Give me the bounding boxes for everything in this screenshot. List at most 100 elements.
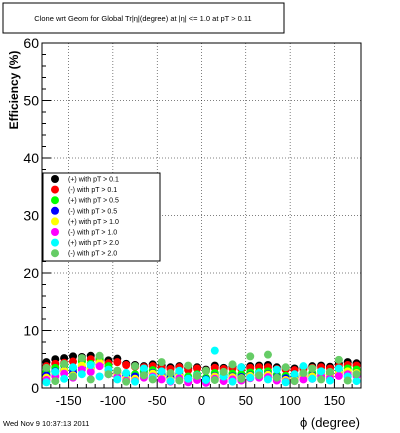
data-point [299,362,308,371]
data-point [175,366,184,375]
data-point [201,375,210,384]
data-point [237,363,246,372]
data-point [317,367,326,376]
x-tick-label: -150 [56,393,82,408]
x-tick-label: 50 [239,393,253,408]
data-point [228,360,237,369]
x-tick-label: -100 [100,393,126,408]
legend-label: (-) with pT > 0.1 [68,187,117,194]
data-point [325,376,334,385]
data-point [299,375,308,384]
data-point [157,375,166,384]
legend-label: (-) with pT > 2.0 [68,251,117,258]
data-point [325,367,334,376]
data-point [139,364,148,373]
data-point [86,375,95,384]
data-point [86,361,95,369]
data-point [77,370,86,379]
data-point [263,375,272,384]
data-point [290,370,299,379]
legend-marker [51,206,59,215]
legend-marker [51,249,59,258]
data-point [69,357,78,366]
data-point [246,352,255,361]
x-axis: -150 -100 -50 0 50 100 150 [41,379,362,408]
legend-marker [51,175,59,183]
legend-marker [51,238,59,247]
legend-label: (+) with pT > 2.0 [68,240,119,247]
title-frame [2,2,285,34]
data-point [42,378,51,387]
x-tick-label: 100 [279,393,301,408]
legend-label: (+) with pT > 0.1 [68,177,119,184]
data-point [148,375,157,384]
data-point [157,367,166,376]
data-point [175,376,184,385]
legend-label: (+) with pT > 1.0 [68,219,119,226]
y-tick-label: 60 [23,35,39,51]
data-point [95,372,104,381]
data-point [237,374,246,383]
data-point [210,346,219,355]
chart-title: Clone wrt Geom for Global Tr|η|(degree) … [34,14,251,23]
data-point [51,377,60,386]
data-point [122,377,131,386]
data-point [299,369,308,378]
legend-marker [51,196,59,205]
x-axis-label: ϕ (degree) [300,415,360,430]
data-point [131,362,140,371]
legend-marker [51,185,59,194]
y-axis: 0 10 20 30 40 50 60 [23,35,51,396]
legend-frame [42,172,161,262]
data-point [95,351,104,360]
chart-title-box: Clone wrt Geom for Global Tr|η|(degree) … [2,2,285,34]
data-point [228,377,237,386]
data-point [69,372,78,381]
data-point [51,367,60,376]
data-point [157,358,166,367]
data-point [166,369,175,378]
series-8 [42,350,361,386]
data-point [60,374,69,383]
y-tick-label: 0 [31,380,39,396]
data-point [290,377,299,386]
data-point [255,371,264,380]
data-point [193,371,202,380]
data-point [317,375,326,384]
data-point [272,365,281,374]
data-point [77,354,86,363]
data-point [193,364,202,373]
data-point [42,363,51,372]
x-tick-label: 150 [324,393,346,408]
data-point [69,363,78,372]
data-point [122,361,131,369]
x-tick-label: 0 [198,393,205,408]
data-point [308,374,317,383]
y-tick-label: 20 [23,265,39,281]
data-point [122,369,131,378]
data-point [166,377,175,386]
data-markers [42,346,361,387]
data-point [334,371,343,380]
data-point [184,361,193,370]
data-point [210,375,219,384]
timestamp: Wed Nov 9 10:37:13 2011 [3,419,89,428]
x-tick-label: -50 [148,393,167,408]
y-tick-label: 10 [23,323,39,339]
data-point [86,367,95,376]
y-tick-label: 30 [23,208,39,224]
legend-label: (-) with pT > 1.0 [68,230,117,237]
data-point [272,373,281,382]
data-point [352,377,361,386]
y-axis-label: Efficiency (%) [7,51,21,130]
data-point [60,359,69,368]
data-point [343,376,352,385]
legend-marker [51,217,59,226]
y-tick-label: 40 [23,150,39,166]
data-point [246,373,255,382]
y-tick-label: 50 [23,93,39,109]
data-point [281,378,290,387]
data-point [201,366,210,375]
data-point [334,355,343,364]
data-point [113,366,122,375]
